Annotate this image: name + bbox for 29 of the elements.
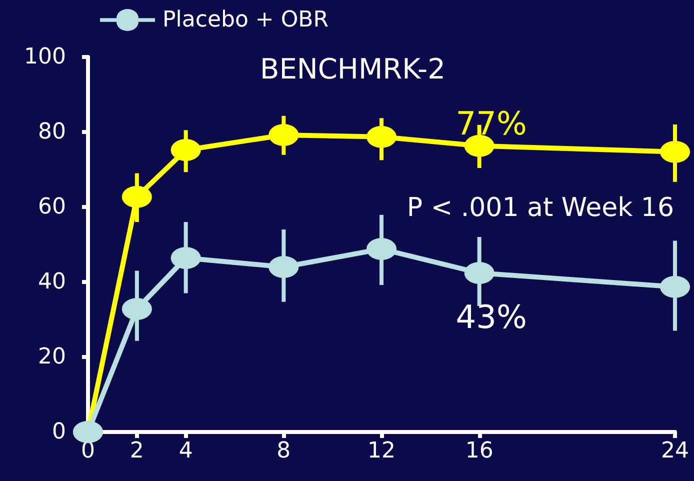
annotation: 77% (456, 104, 527, 142)
point (660, 140, 690, 163)
point (464, 262, 494, 284)
point (122, 186, 152, 208)
point (268, 124, 299, 146)
x-tick-label: 16 (465, 438, 494, 464)
annotation: P < .001 at Week 16 (406, 193, 674, 223)
x-tick-label: 8 (276, 438, 291, 464)
y-tick-label: 100 (24, 44, 66, 70)
point (660, 276, 690, 298)
x-tick-label: 24 (661, 438, 689, 464)
point (122, 298, 152, 320)
point (366, 238, 396, 260)
y-tick-label: 0 (52, 420, 66, 444)
point (366, 126, 396, 148)
y-tick-label: 40 (38, 270, 66, 294)
y-tick-label: 60 (38, 194, 66, 220)
x-tick-label: 4 (178, 438, 193, 464)
x-tick-label: 12 (368, 438, 396, 464)
annotation: 43% (456, 298, 527, 336)
chart-title: BENCHMRK-2 (260, 52, 446, 86)
y-tick-label: 80 (38, 120, 66, 144)
x-tick-label: 2 (130, 438, 144, 464)
point (170, 247, 201, 269)
point (464, 134, 494, 157)
legend-label: Placebo + OBR (162, 8, 329, 32)
y-tick-label: 20 (38, 344, 66, 370)
point (268, 256, 299, 278)
point (170, 139, 201, 161)
